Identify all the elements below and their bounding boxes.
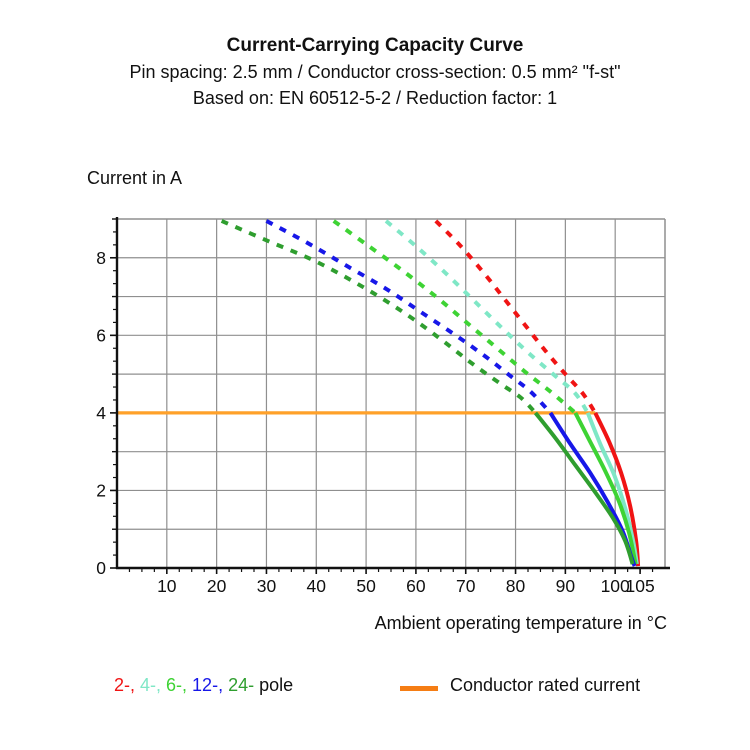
x-tick-label: 105 [625, 576, 654, 596]
x-tick-label: 20 [207, 576, 227, 596]
x-tick-label: 60 [406, 576, 426, 596]
x-tick-label: 100 [601, 576, 630, 596]
y-axis-title: Current in A [87, 168, 183, 188]
figure-subtitle: Pin spacing: 2.5 mm / Conductor cross-se… [129, 62, 621, 82]
legend-pole-label: 12-, [192, 675, 229, 695]
rated-current-label: Conductor rated current [450, 675, 641, 695]
x-tick-label: 30 [257, 576, 277, 596]
x-tick-label: 10 [157, 576, 177, 596]
figure-basis: Based on: EN 60512-5-2 / Reduction facto… [192, 88, 558, 108]
x-tick-label: 90 [556, 576, 576, 596]
figure-title: Current-Carrying Capacity Curve [226, 35, 524, 56]
x-axis-title: Ambient operating temperature in °C [374, 613, 667, 633]
x-tick-label: 70 [456, 576, 476, 596]
legend-pole-suffix: pole [259, 675, 294, 695]
curve-2-pole-dashed [434, 219, 597, 414]
y-tick-label: 4 [96, 403, 106, 423]
y-tick-label: 2 [96, 480, 106, 500]
y-tick-label: 8 [96, 248, 106, 268]
x-tick-label: 80 [506, 576, 526, 596]
legend-pole-label: 24- [228, 675, 260, 695]
curve-24-pole-dashed [220, 219, 537, 415]
y-tick-label: 0 [96, 558, 106, 578]
legend-pole-label: 2-, [114, 675, 141, 695]
figure-header: Current-Carrying Capacity Curve Pin spac… [0, 33, 750, 111]
rated-current-swatch [400, 686, 438, 691]
x-tick-label: 40 [307, 576, 327, 596]
curve-4-pole-dashed [384, 219, 590, 414]
x-tick-label: 50 [356, 576, 376, 596]
curve-4-pole-solid [585, 412, 639, 565]
legend-pole-counts: 2-, 4-, 6-, 12-, 24- pole [114, 675, 293, 696]
curve-6-pole-solid [573, 411, 638, 565]
y-tick-label: 6 [96, 325, 106, 345]
curve-6-pole-dashed [332, 219, 577, 415]
legend-pole-label: 6-, [166, 675, 193, 695]
curve-12-pole-dashed [265, 219, 552, 415]
curve-24-pole-solid [533, 411, 635, 565]
legend-pole-label: 4-, [140, 675, 167, 695]
curve-2-pole-solid [593, 412, 641, 567]
